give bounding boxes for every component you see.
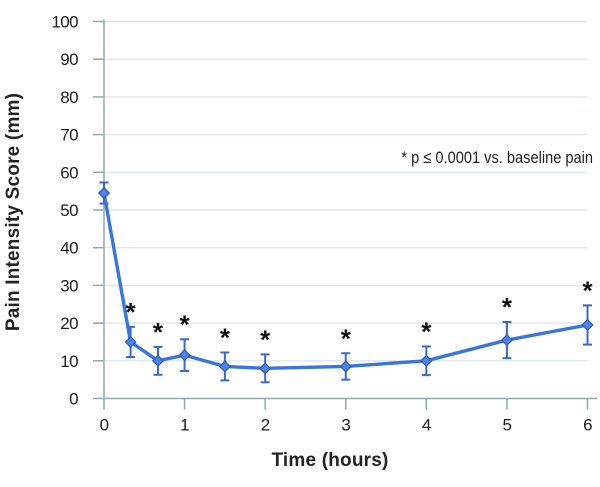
significance-asterisk: * (153, 317, 164, 347)
y-tick-label: 50 (60, 201, 78, 220)
significance-asterisk: * (180, 309, 191, 339)
axes: 0 10 20 30 40 50 60 70 80 90 100 0 1 2 3 4 5 6 (51, 13, 597, 435)
significance-asterisk: * (260, 324, 271, 354)
y-axis-title: Pain Intensity Score (mm) (3, 93, 24, 331)
significance-asterisk: * (502, 292, 513, 322)
data-point-marker (339, 360, 352, 373)
y-tick-label: 60 (60, 163, 78, 182)
y-tick-label: 70 (60, 126, 78, 145)
significance-asterisks: * * * * * * * * * (126, 275, 594, 354)
data-line (102, 191, 590, 371)
significance-annotation: * p ≤ 0.0001 vs. baseline pain (401, 149, 593, 167)
data-point-marker (97, 186, 111, 200)
x-tick-label: 1 (180, 416, 189, 435)
x-tick-label: 3 (341, 416, 350, 435)
data-point-marker (151, 354, 165, 367)
x-tick-label: 5 (502, 416, 511, 435)
x-axis-title: Time (hours) (271, 450, 388, 471)
x-tick-label: 0 (100, 416, 109, 435)
markers (97, 186, 594, 375)
x-tick-label: 4 (422, 416, 431, 435)
data-point-marker (124, 335, 137, 348)
x-tick-label: 6 (583, 416, 592, 435)
y-tick-label: 20 (60, 314, 78, 333)
y-tick-label: 10 (60, 352, 78, 371)
significance-asterisk: * (341, 323, 352, 353)
significance-asterisk: * (220, 323, 231, 353)
y-tick-label: 100 (51, 13, 78, 32)
y-tick-label: 30 (60, 276, 78, 295)
data-point-marker (500, 334, 513, 347)
data-point-marker (178, 349, 191, 362)
data-point-marker (420, 354, 433, 367)
y-tick-label: 0 (69, 390, 78, 409)
data-point-marker (218, 360, 231, 373)
gridlines (104, 20, 588, 362)
x-tick-label: 2 (261, 416, 270, 435)
significance-asterisk: * (582, 275, 593, 305)
y-tick-label: 80 (60, 88, 78, 107)
data-point-marker (259, 362, 272, 375)
y-tick-label: 90 (60, 50, 78, 69)
data-point-marker (581, 318, 594, 332)
significance-asterisk: * (421, 316, 432, 346)
data-line-group (102, 191, 590, 371)
y-tick-label: 40 (60, 239, 78, 258)
significance-asterisk: * (126, 297, 137, 327)
